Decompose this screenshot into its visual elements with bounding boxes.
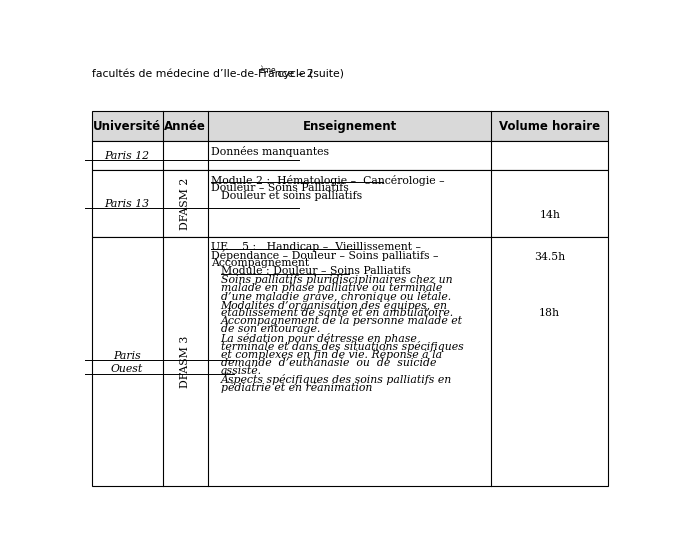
Text: Modalités d’organisation des équipes, en: Modalités d’organisation des équipes, en xyxy=(221,300,447,311)
Bar xyxy=(92,237,609,486)
Text: Année: Année xyxy=(165,120,206,133)
Text: Douleur et soins palliatifs: Douleur et soins palliatifs xyxy=(221,191,362,201)
Text: Module : Douleur – Soins Palliatifs: Module : Douleur – Soins Palliatifs xyxy=(221,266,410,276)
Text: cycle (suite): cycle (suite) xyxy=(275,69,344,79)
Text: Paris 12: Paris 12 xyxy=(104,151,150,161)
Text: Université: Université xyxy=(93,120,161,133)
Text: DFASM 2: DFASM 2 xyxy=(180,178,191,230)
Text: Accompagnement: Accompagnement xyxy=(211,258,309,268)
Text: et complexes en fin de vie. Réponse à la: et complexes en fin de vie. Réponse à la xyxy=(221,349,442,360)
Text: DFASM 3: DFASM 3 xyxy=(180,335,191,388)
Text: demande  d’euthanasie  ou  de  suicide: demande d’euthanasie ou de suicide xyxy=(221,357,436,367)
Text: 18h: 18h xyxy=(539,308,560,318)
Text: Paris: Paris xyxy=(113,351,141,361)
Text: établissement de santé et en ambulatoire.: établissement de santé et en ambulatoire… xyxy=(221,308,453,318)
Text: Ouest: Ouest xyxy=(111,364,143,374)
Text: Enseignement: Enseignement xyxy=(303,120,397,133)
Text: Aspects spécifiques des soins palliatifs en: Aspects spécifiques des soins palliatifs… xyxy=(221,374,452,385)
Text: Paris 13: Paris 13 xyxy=(104,199,150,209)
Text: UE    5 :   Handicap –  Vieillissement –: UE 5 : Handicap – Vieillissement – xyxy=(211,241,421,251)
Text: terminale et dans des situations spécifiques: terminale et dans des situations spécifi… xyxy=(221,341,464,352)
Text: Accompagnement de la personne malade et: Accompagnement de la personne malade et xyxy=(221,316,462,326)
Text: Soins palliatifs pluridisciplinaires chez un: Soins palliatifs pluridisciplinaires che… xyxy=(221,275,452,285)
Text: de son entourage.: de son entourage. xyxy=(221,325,320,335)
Bar xyxy=(92,170,609,237)
Text: pédiatrie et en réanimation: pédiatrie et en réanimation xyxy=(221,382,372,393)
Bar xyxy=(92,112,609,141)
Text: ème: ème xyxy=(260,66,277,75)
Text: La sédation pour détresse en phase: La sédation pour détresse en phase xyxy=(221,333,417,344)
Text: Données manquantes: Données manquantes xyxy=(211,145,329,157)
Text: Volume horaire: Volume horaire xyxy=(499,120,600,133)
Text: 34.5h: 34.5h xyxy=(534,252,566,262)
Text: malade en phase palliative ou terminale: malade en phase palliative ou terminale xyxy=(221,283,442,293)
Text: assisté.: assisté. xyxy=(221,366,262,376)
Text: 14h: 14h xyxy=(540,210,560,220)
Text: Dépendance – Douleur – Soins palliatifs –: Dépendance – Douleur – Soins palliatifs … xyxy=(211,250,438,261)
Text: Module 2 :  Hématologie –  Cancérologie –: Module 2 : Hématologie – Cancérologie – xyxy=(211,175,445,186)
Text: Douleur – Soins Palliatifs: Douleur – Soins Palliatifs xyxy=(211,183,349,193)
Bar xyxy=(92,141,609,170)
Text: d’une maladie grave, chronique ou létale.: d’une maladie grave, chronique ou létale… xyxy=(221,291,451,302)
Text: facultés de médecine d’Ile-de-France – 2: facultés de médecine d’Ile-de-France – 2 xyxy=(92,69,313,79)
